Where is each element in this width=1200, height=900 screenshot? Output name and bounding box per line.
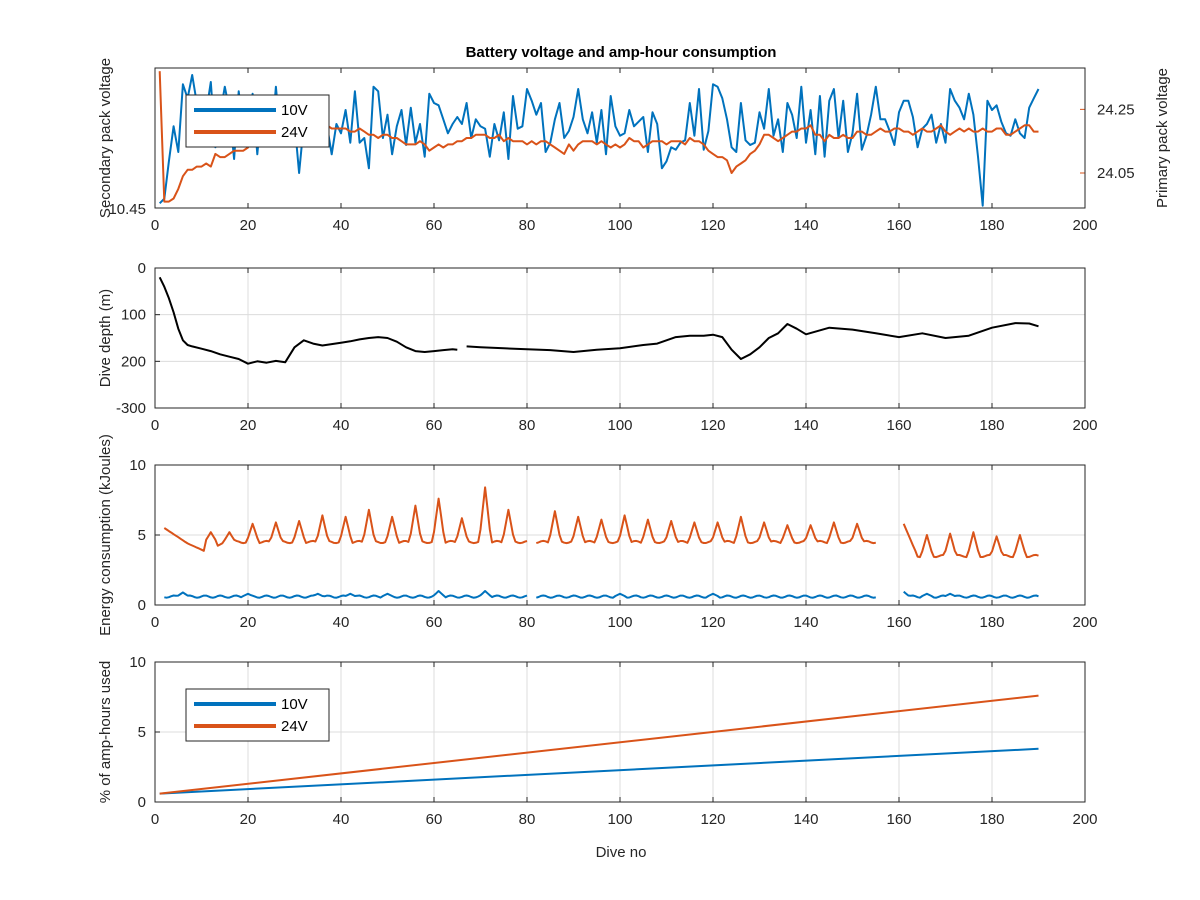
x-tick-label: 40 xyxy=(333,217,350,234)
x-tick-label: 20 xyxy=(240,614,257,631)
energy-10V-segment xyxy=(164,590,528,599)
series-10V xyxy=(159,747,1039,795)
x-tick-label: 100 xyxy=(607,217,632,234)
y-tick-label: 0 xyxy=(138,597,146,614)
x-tick-label: 120 xyxy=(700,811,725,828)
x-tick-label: 20 xyxy=(240,417,257,434)
energy-24V-segment xyxy=(163,486,528,552)
y-tick-label: 5 xyxy=(138,724,146,741)
x-tick-label: 80 xyxy=(519,811,536,828)
y-axis-label-right: Primary pack voltage xyxy=(1154,68,1171,208)
x-tick-label: 120 xyxy=(700,217,725,234)
x-tick-label: 40 xyxy=(333,614,350,631)
x-tick-label: 140 xyxy=(793,811,818,828)
y-tick-label: 10 xyxy=(129,654,146,671)
y-axis-label: Energy consumption (kJoules) xyxy=(97,434,114,636)
voltage-axes: 0 20 40 60 80 100 120 140 160 180 200 Secondary pac… xyxy=(97,58,1171,234)
x-tick-label: 60 xyxy=(426,614,443,631)
energy-10V-segment xyxy=(903,590,1039,599)
x-tick-label: 60 xyxy=(426,217,443,234)
x-tick-label: 40 xyxy=(333,811,350,828)
x-tick-label: 80 xyxy=(519,217,536,234)
y-tick-label: 10 xyxy=(129,457,146,474)
x-tick-label: 0 xyxy=(151,217,159,234)
axes-frame xyxy=(154,661,1086,803)
x-tick-label: 160 xyxy=(886,614,911,631)
energy-axes: 0 20 40 60 80 100 120 140 160 180 200 0 5 10 Energy co… xyxy=(97,434,1098,636)
axes-frame xyxy=(154,67,1086,209)
x-tick-label: 20 xyxy=(240,217,257,234)
x-axis-label: Dive no xyxy=(596,844,647,861)
y-tick-label: 100 xyxy=(121,307,146,324)
x-tick-label: 60 xyxy=(426,417,443,434)
y-left-tick-label: 10.45 xyxy=(108,201,146,218)
x-tick-label: 80 xyxy=(519,614,536,631)
depth-line-segment xyxy=(466,322,1039,360)
axes-frame xyxy=(154,464,1086,606)
x-tick-label: 160 xyxy=(886,811,911,828)
x-tick-label: 180 xyxy=(979,217,1004,234)
legend-label: 24V xyxy=(281,718,308,735)
legend-label: 24V xyxy=(281,124,308,141)
energy-10V-segment xyxy=(536,592,876,599)
x-tick-label: 180 xyxy=(979,417,1004,434)
depth-line-segment xyxy=(158,276,458,365)
x-tick-label: 0 xyxy=(151,811,159,828)
y-tick-label: -300 xyxy=(116,400,146,417)
series-24V xyxy=(159,694,1039,795)
x-tick-label: 120 xyxy=(700,417,725,434)
y-tick-label: 200 xyxy=(121,353,146,370)
x-tick-label: 0 xyxy=(151,417,159,434)
x-tick-label: 0 xyxy=(151,614,159,631)
y-tick-label: 5 xyxy=(138,527,146,544)
x-tick-label: 80 xyxy=(519,417,536,434)
x-tick-label: 100 xyxy=(607,614,632,631)
energy-24V-segment xyxy=(902,523,1039,559)
y-axis-label: Dive depth (m) xyxy=(97,289,114,387)
energy-24V-segment xyxy=(536,510,876,545)
axes-frame xyxy=(154,267,1086,409)
legend-box xyxy=(185,94,330,148)
y-tick-label: 0 xyxy=(138,794,146,811)
x-tick-label: 200 xyxy=(1072,614,1097,631)
y-axis-label: % of amp-hours used xyxy=(97,661,114,804)
x-tick-label: 140 xyxy=(793,417,818,434)
legend-label: 10V xyxy=(281,102,308,119)
x-tick-label: 160 xyxy=(886,217,911,234)
y-right-tick-label: 24.05 xyxy=(1097,165,1135,182)
y-tick-label: 0 xyxy=(138,260,146,277)
x-tick-label: 140 xyxy=(793,614,818,631)
x-tick-label: 140 xyxy=(793,217,818,234)
x-tick-label: 200 xyxy=(1072,417,1097,434)
x-tick-label: 100 xyxy=(607,417,632,434)
x-tick-label: 40 xyxy=(333,417,350,434)
x-tick-label: 180 xyxy=(979,811,1004,828)
x-tick-label: 200 xyxy=(1072,811,1097,828)
amp-hours-axes: 0 20 40 60 80 100 120 140 160 180 200 0 5 10 % of amp-… xyxy=(97,654,1098,828)
legend-label: 10V xyxy=(281,696,308,713)
x-tick-label: 100 xyxy=(607,811,632,828)
y-axis-label-left: Secondary pack voltage xyxy=(97,58,114,218)
x-tick-label: 60 xyxy=(426,811,443,828)
y-right-tick-label: 24.25 xyxy=(1097,101,1135,118)
depth-axes: 0 20 40 60 80 100 120 140 160 180 200 0 100 200 -300Di… xyxy=(97,260,1098,434)
x-tick-label: 180 xyxy=(979,614,1004,631)
x-tick-label: 20 xyxy=(240,811,257,828)
chart-title: Battery voltage and amp-hour consumption xyxy=(466,44,777,61)
x-tick-label: 200 xyxy=(1072,217,1097,234)
x-tick-label: 120 xyxy=(700,614,725,631)
x-tick-label: 160 xyxy=(886,417,911,434)
legend-box xyxy=(185,688,330,742)
